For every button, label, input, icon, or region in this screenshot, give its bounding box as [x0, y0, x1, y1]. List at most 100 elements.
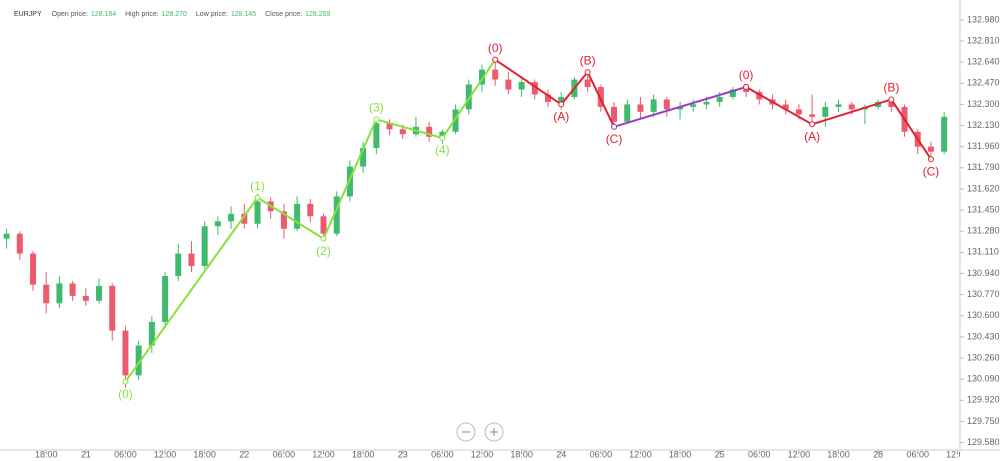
candle-body — [439, 131, 446, 137]
wave-point — [373, 116, 380, 123]
y-tick-label: 130.770 — [967, 289, 1000, 299]
x-tick-label: 18:00 — [827, 449, 850, 459]
candle-body — [188, 253, 195, 267]
candle-body — [822, 106, 829, 117]
candle-body — [148, 321, 155, 346]
candle-body — [135, 345, 142, 376]
zoom-out-button[interactable] — [456, 422, 476, 442]
x-tick-label: 23 — [398, 449, 408, 459]
wave-point — [743, 84, 750, 91]
x-tick-label: 06:00 — [748, 449, 771, 459]
x-tick-label: 12:00 — [471, 449, 494, 459]
candle-body — [452, 109, 459, 132]
wave-point — [439, 134, 446, 141]
candle-body — [254, 201, 261, 224]
candle-body — [782, 104, 789, 110]
wave-point — [122, 378, 129, 385]
candle-body — [888, 101, 895, 107]
wave-label: (2) — [316, 244, 331, 258]
x-tick-label: 18:00 — [510, 449, 533, 459]
y-tick-label: 130.430 — [967, 331, 1000, 341]
wave-line — [613, 86, 747, 128]
y-tick-label: 131.280 — [967, 226, 1000, 236]
candle-body — [162, 275, 169, 322]
wave-label: (B) — [580, 53, 596, 67]
candle-body — [399, 129, 406, 135]
wave-label: (C) — [606, 132, 623, 146]
wave-label: (1) — [250, 179, 265, 193]
x-tick-label: 18:00 — [193, 449, 216, 459]
candle-body — [280, 211, 287, 229]
x-tick-label: 25 — [715, 449, 725, 459]
candle-body — [677, 106, 684, 110]
x-tick-label: 06:00 — [590, 449, 613, 459]
x-tick-label: 12:00 — [946, 449, 969, 459]
x-tick-label: 06:00 — [114, 449, 137, 459]
candle-body — [122, 330, 129, 376]
candle-body — [729, 89, 736, 97]
candle-body — [478, 69, 485, 85]
candle-body — [96, 285, 103, 301]
candle-body — [690, 104, 697, 107]
candle-body — [201, 226, 208, 267]
candle-body — [927, 146, 934, 152]
wave-label: (0) — [739, 68, 754, 82]
x-tick-label: 06:00 — [431, 449, 454, 459]
candle-body — [492, 69, 499, 80]
info-value: 128.259 — [305, 11, 330, 18]
y-tick-label: 132.810 — [967, 35, 1000, 45]
info-label: High price: — [125, 11, 159, 18]
wave-point — [809, 121, 816, 128]
candle-body — [663, 99, 670, 110]
candle-body — [848, 104, 855, 110]
wave-point — [927, 156, 934, 163]
wave-point — [492, 56, 499, 63]
candle-body — [294, 203, 301, 229]
y-tick-label: 131.620 — [967, 183, 1000, 193]
candle-body — [56, 283, 63, 304]
candle-body — [584, 79, 591, 88]
candle-body — [426, 126, 433, 137]
candle-body — [624, 104, 631, 122]
candle-body — [795, 109, 802, 115]
info-label: Close price: — [265, 11, 302, 18]
wave-label: (A) — [553, 110, 569, 124]
candle-body — [346, 166, 353, 197]
y-tick-label: 131.790 — [967, 162, 1000, 172]
info-value: 128.145 — [231, 11, 256, 18]
candle-body — [228, 213, 235, 222]
wave-label: (4) — [435, 143, 450, 157]
candle-body — [214, 221, 221, 227]
y-tick-label: 129.920 — [967, 395, 1000, 405]
x-tick-label: 06:00 — [906, 449, 929, 459]
candle-body — [650, 99, 657, 112]
candle-body — [703, 101, 710, 105]
candle-body — [637, 104, 644, 112]
candle-body — [558, 96, 565, 102]
y-tick-label: 130.940 — [967, 268, 1000, 278]
zoom-in-button[interactable] — [484, 422, 504, 442]
candle-body — [82, 295, 89, 301]
candle-body — [716, 96, 723, 102]
info-value: 128.270 — [162, 11, 187, 18]
candle-body — [545, 94, 552, 102]
candle-body — [30, 253, 37, 285]
candle-body — [465, 84, 472, 110]
x-tick-label: 24 — [556, 449, 566, 459]
x-tick-label: 28 — [873, 449, 883, 459]
symbol: EURJPY — [14, 11, 42, 18]
x-tick-label: 12:00 — [629, 449, 652, 459]
y-tick-label: 131.110 — [967, 247, 999, 257]
candle-body — [809, 114, 816, 117]
candle-body — [835, 104, 842, 107]
candle-body — [611, 106, 618, 122]
y-tick-label: 132.470 — [967, 78, 1000, 88]
y-tick-label: 131.450 — [967, 204, 1000, 214]
wave-point — [254, 194, 261, 201]
y-tick-label: 130.600 — [967, 310, 1000, 320]
candle-body — [518, 82, 525, 90]
candle-body — [43, 284, 50, 304]
wave-point — [320, 235, 327, 242]
